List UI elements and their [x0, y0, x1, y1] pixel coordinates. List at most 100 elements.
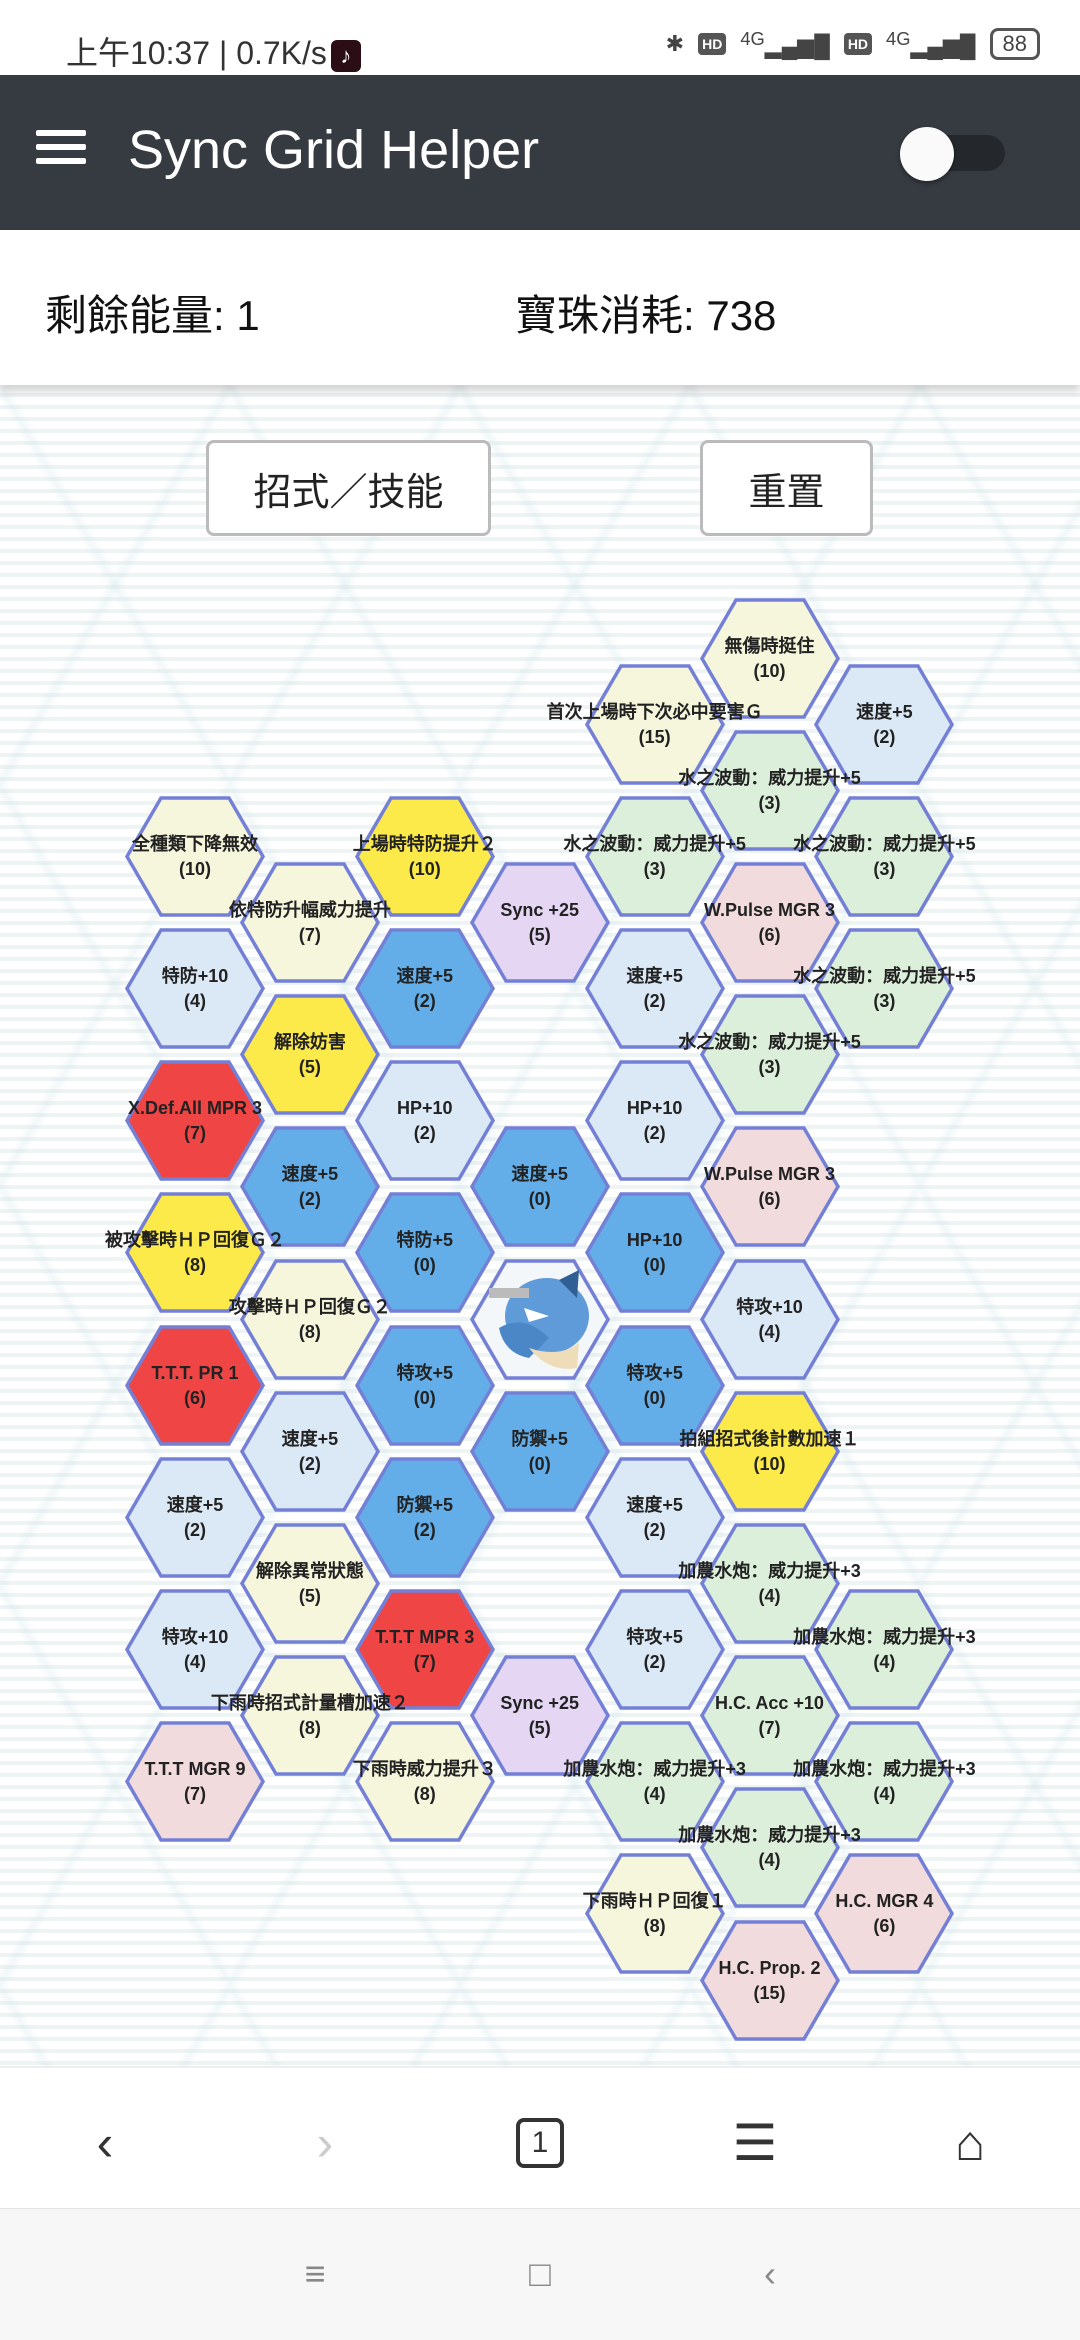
grid-tile[interactable]: 下雨時招式計量槽加速２ (8) [211, 1654, 409, 1777]
grid-tile[interactable]: W.Pulse MGR 3 (6) [699, 1125, 841, 1248]
grid-tile[interactable]: H.C. Prop. 2 (15) [699, 1919, 841, 2042]
grid-tile[interactable]: 速度+5 (0) [469, 1125, 611, 1248]
grid-tile[interactable]: 首次上場時下次必中要害Ｇ (15) [547, 663, 763, 786]
grid-tile[interactable]: 特攻+5 (2) [584, 1588, 726, 1711]
home-icon[interactable]: ⌂ [954, 2115, 986, 2171]
pokemon-avatar [469, 1258, 610, 1380]
grid-tile[interactable]: 攻擊時ＨＰ回復Ｇ２ (8) [229, 1258, 391, 1381]
tile-label: 特攻+10 [161, 1627, 229, 1647]
tile-text: W.Pulse MGR 3 (6) [619, 898, 921, 948]
back-icon[interactable]: ‹ [96, 2115, 114, 2171]
tile-cost: (6) [758, 924, 781, 945]
menu-lines-icon[interactable]: ☰ [732, 2115, 778, 2171]
grid-tile[interactable]: 水之波動：威力提升+5 (3) [563, 795, 746, 918]
tile-cost: (7) [758, 1718, 781, 1739]
moves-skills-button[interactable]: 招式／技能 [206, 440, 491, 536]
grid-tile[interactable]: 解除妨害 (5) [239, 993, 381, 1116]
grid-tile[interactable]: 特攻+5 (0) [584, 1324, 726, 1447]
grid-tile[interactable]: HP+10 (2) [584, 1059, 726, 1182]
tile-text: 速度+5 (0) [389, 1162, 691, 1212]
grid-tile[interactable]: 特攻+5 (0) [354, 1324, 496, 1447]
grid-tile[interactable]: 速度+5 (2) [584, 1456, 726, 1579]
tile-text: 特防+10 (4) [44, 964, 346, 1014]
grid-tile[interactable]: 速度+5 (2) [354, 927, 496, 1050]
grid-tile[interactable]: T.T.T MPR 3 (7) [354, 1588, 496, 1711]
browser-nav-bar: ‹ › 1 ☰ ⌂ [0, 2066, 1080, 2208]
grid-tile[interactable]: 加農水炮：威力提升+3 (4) [793, 1720, 976, 1843]
tiktok-icon: ♪ [330, 39, 361, 72]
tile-text: 水之波動：威力提升+5 (3) [733, 832, 1035, 882]
tile-text: 下雨時威力提升３ (8) [274, 1757, 576, 1807]
grid-tile[interactable]: 依特防升幅威力提升 (7) [229, 861, 391, 984]
recents-icon[interactable]: ≡ [304, 2253, 326, 2294]
tabs-button[interactable]: 1 [505, 2108, 575, 2178]
tile-text: 下雨時ＨＰ回復１ (8) [504, 1889, 806, 1939]
grid-tile[interactable]: 水之波動：威力提升+5 (3) [793, 927, 976, 1050]
grid-tile[interactable]: T.T.T. PR 1 (6) [124, 1324, 266, 1447]
grid-tile[interactable]: 水之波動：威力提升+5 (3) [678, 993, 861, 1116]
home-square-icon[interactable]: □ [529, 2253, 551, 2294]
grid-tile[interactable]: W.Pulse MGR 3 (6) [699, 861, 841, 984]
tile-text: 全種類下降無效 (10) [44, 832, 346, 882]
grid-tile[interactable]: H.C. MGR 4 (6) [813, 1852, 955, 1975]
grid-tile[interactable]: 無傷時挺住 (10) [699, 597, 841, 720]
battery-icon: 88 [989, 28, 1040, 60]
grid-tile[interactable]: HP+10 (2) [354, 1059, 496, 1182]
grid-tile[interactable]: Sync +25 (5) [469, 861, 611, 984]
hex-shape [124, 928, 266, 1049]
grid-tile[interactable]: 加農水炮：威力提升+3 (4) [678, 1786, 861, 1909]
grid-tile[interactable]: 速度+5 (2) [239, 1125, 381, 1248]
grid-tile[interactable]: 解除異常狀態 (5) [239, 1522, 381, 1645]
pokemon-center-hex[interactable] [469, 1258, 611, 1381]
reset-button[interactable]: 重置 [700, 440, 873, 536]
grid-tile[interactable]: HP+10 (0) [584, 1191, 726, 1314]
tile-label: Sync +25 [500, 1693, 579, 1714]
grid-tile[interactable]: 防禦+5 (2) [354, 1456, 496, 1579]
grid-tile[interactable]: 特攻+10 (4) [124, 1588, 266, 1711]
orb-cost: 寶珠消耗: 738 [515, 292, 777, 339]
grid-tile[interactable]: 全種類下降無效 (10) [124, 795, 266, 918]
hex-shape [354, 1457, 495, 1578]
grid-tile[interactable]: 速度+5 (2) [584, 927, 726, 1050]
forward-icon[interactable]: › [316, 2115, 334, 2171]
grid-tile[interactable]: 特攻+10 (4) [699, 1258, 841, 1381]
grid-tile[interactable]: T.T.T MGR 9 (7) [124, 1720, 266, 1843]
grid-tile[interactable]: X.Def.All MPR 3 (7) [124, 1059, 266, 1182]
grid-tile[interactable]: 防禦+5 (0) [469, 1390, 611, 1513]
grid-tile[interactable]: 特防+10 (4) [124, 927, 266, 1050]
tile-cost: (0) [643, 1255, 666, 1276]
grid-tile[interactable]: 下雨時威力提升３ (8) [353, 1720, 497, 1843]
grid-tile[interactable]: H.C. Acc +10 (7) [699, 1654, 841, 1777]
menu-icon[interactable] [36, 130, 86, 170]
grid-tile[interactable]: 被攻擊時ＨＰ回復Ｇ２ (8) [105, 1191, 285, 1314]
mode-toggle[interactable] [900, 127, 1005, 181]
tile-cost: (3) [758, 1057, 781, 1078]
hex-shape [584, 1324, 725, 1446]
grid-tile[interactable]: 加農水炮：威力提升+3 (4) [678, 1522, 861, 1645]
grid-tile[interactable]: 下雨時ＨＰ回復１ (8) [583, 1852, 727, 1975]
grid-tile[interactable]: 水之波動：威力提升+5 (3) [678, 729, 861, 852]
tile-label: 上場時特防提升２ [352, 833, 497, 854]
tile-cost: (4) [758, 1585, 781, 1606]
grid-tile[interactable]: 拍組招式後計數加速１ (10) [680, 1390, 860, 1513]
app-bar: Sync Grid Helper [0, 75, 1080, 230]
tile-label: H.C. Prop. 2 [718, 1957, 821, 1978]
system-back-icon[interactable]: ‹ [764, 2253, 776, 2294]
hex-shape [239, 1258, 380, 1380]
tile-label: 特攻+10 [736, 1296, 803, 1317]
hex-shape [699, 862, 840, 983]
grid-tile[interactable]: 特防+5 (0) [354, 1191, 496, 1314]
tile-cost: (7) [413, 1652, 436, 1672]
grid-tile[interactable]: 速度+5 (2) [813, 663, 955, 786]
hex-shape [814, 1589, 955, 1710]
grid-tile[interactable]: 加農水炮：威力提升+3 (4) [793, 1588, 976, 1711]
grid-tile[interactable]: 上場時特防提升２ (10) [353, 795, 497, 918]
tile-label: 速度+5 [626, 1494, 683, 1515]
grid-tile[interactable]: 速度+5 (2) [239, 1390, 381, 1513]
tile-label: H.C. Acc +10 [715, 1693, 824, 1714]
grid-tile[interactable]: 速度+5 (2) [124, 1456, 266, 1579]
grid-tile[interactable]: Sync +25 (5) [469, 1654, 611, 1777]
grid-tile[interactable]: 水之波動：威力提升+5 (3) [793, 795, 976, 918]
tile-cost: (2) [643, 1123, 666, 1144]
grid-tile[interactable]: 加農水炮：威力提升+3 (4) [563, 1720, 746, 1843]
